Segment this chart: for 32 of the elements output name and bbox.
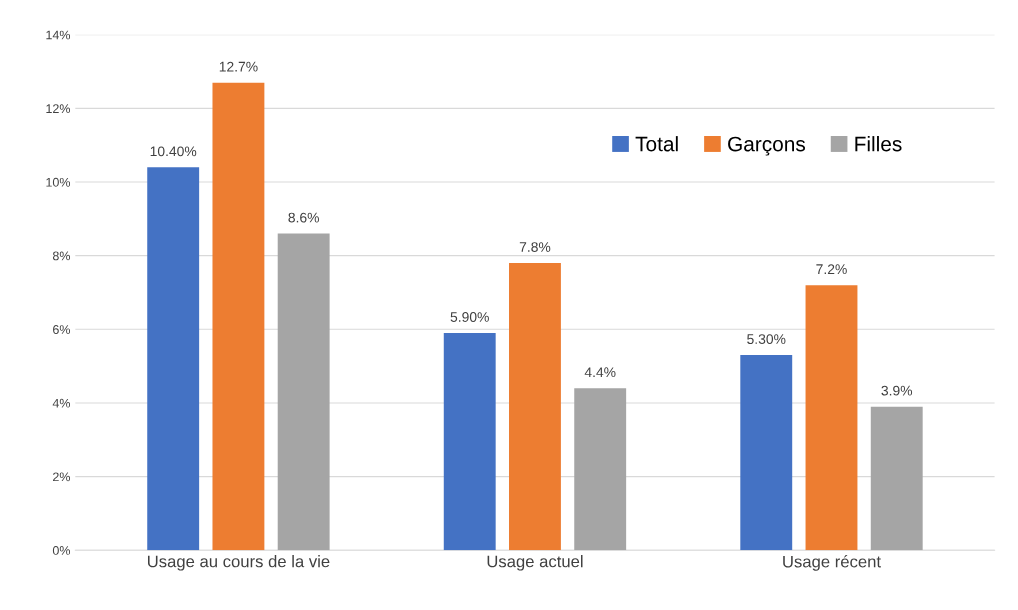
bar [277, 233, 330, 551]
y-tick-label: 14% [46, 30, 71, 40]
bar [870, 406, 923, 551]
bar [443, 332, 496, 551]
y-tick-label: 10% [46, 177, 71, 187]
data-label: 5.90% [450, 312, 489, 322]
legend-label: Total [635, 136, 678, 152]
bar [805, 285, 858, 551]
legend-label: Garçons [728, 136, 806, 156]
y-tick-label: 6% [53, 325, 71, 334]
data-label: 10.40% [150, 146, 197, 157]
y-tick-label: 2% [53, 472, 71, 482]
y-tick-label: 4% [52, 398, 71, 408]
bar [212, 82, 265, 551]
y-tick-label: 8% [52, 251, 71, 261]
legend-label: Filles [855, 136, 902, 152]
bar [740, 355, 793, 551]
y-tick-label: 12% [46, 104, 71, 114]
data-label: 7.8% [519, 242, 551, 252]
x-tick-label: Usage au cours de la vie [148, 555, 330, 571]
x-tick-label: Usage actuel [487, 555, 583, 571]
x-tick-label: Usage récent [783, 555, 881, 571]
bar [509, 263, 561, 551]
data-label: 3.9% [881, 385, 913, 396]
data-label: 5.30% [747, 334, 786, 345]
y-tick-label: 0% [52, 546, 71, 555]
bar [147, 167, 200, 551]
data-label: 4.4% [584, 367, 616, 378]
bar [574, 388, 627, 551]
data-label: 7.2% [816, 264, 847, 274]
data-label: 8.6% [288, 212, 319, 223]
data-label: 12.7% [219, 61, 258, 72]
